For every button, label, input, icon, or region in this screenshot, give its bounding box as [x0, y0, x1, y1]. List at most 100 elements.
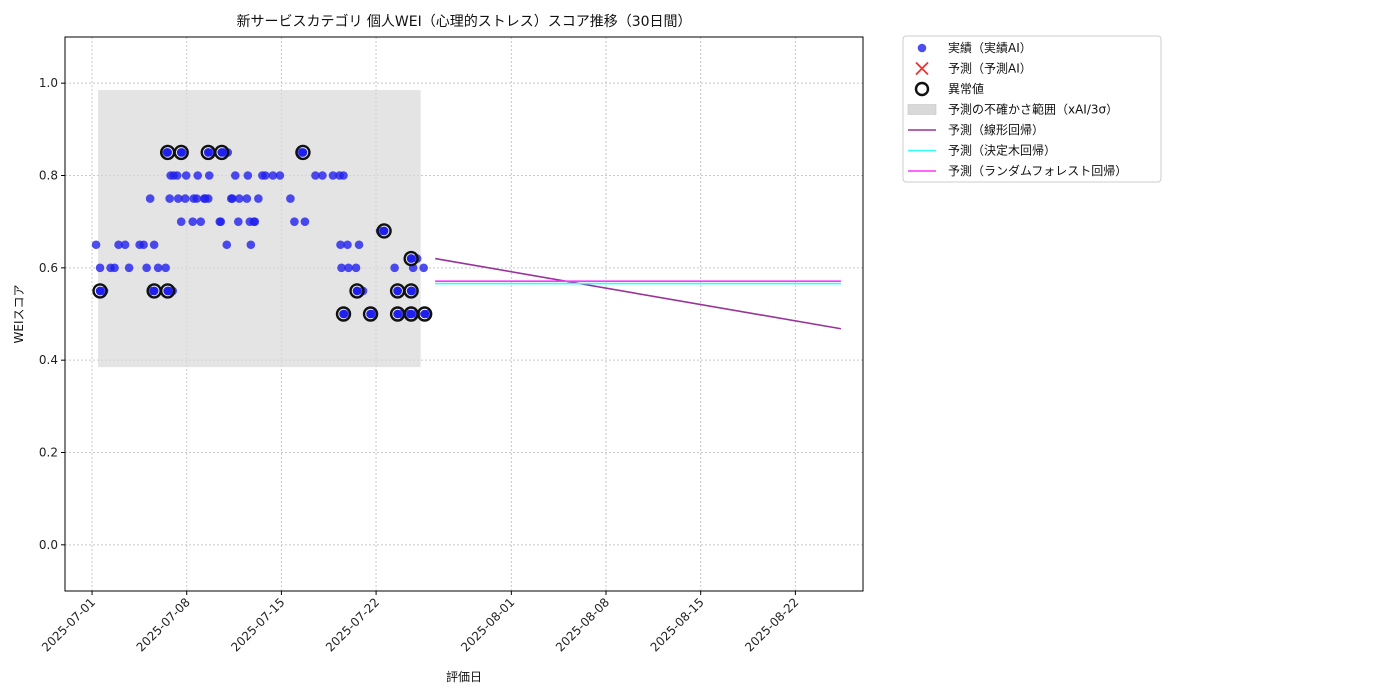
data-point	[311, 171, 320, 180]
data-point	[354, 240, 364, 250]
data-point	[286, 194, 295, 203]
anomaly-point	[403, 283, 419, 299]
legend-label: 異常値	[948, 81, 984, 96]
data-point	[344, 263, 353, 273]
anomaly-point-fill	[379, 226, 389, 236]
data-point	[196, 217, 206, 226]
legend-label: 予測の不確かさ範囲（xAI/3σ）	[948, 102, 1118, 117]
uncertainty-band	[98, 90, 421, 368]
anomaly-point-fill	[95, 286, 105, 296]
anomaly-point	[214, 144, 230, 161]
anomaly-point	[159, 283, 176, 299]
uncertainty-band-rect	[98, 90, 421, 368]
data-point	[181, 171, 191, 180]
data-point	[234, 217, 243, 226]
data-point	[142, 263, 151, 273]
legend-marker-actual	[917, 43, 927, 53]
data-point	[149, 240, 159, 250]
y-tick-label: 0.0	[39, 538, 58, 552]
data-point	[235, 194, 244, 203]
anomaly-point	[295, 144, 311, 161]
anomaly-rings	[92, 144, 433, 322]
data-point	[216, 217, 226, 226]
legend-label: 実績（実績AI）	[948, 40, 1032, 55]
y-tick-label: 0.8	[39, 169, 58, 183]
data-point	[166, 171, 175, 180]
data-point	[290, 217, 299, 226]
data-point	[337, 263, 346, 273]
data-point	[268, 171, 278, 180]
data-point	[351, 263, 361, 273]
data-point	[254, 194, 263, 203]
data-point	[193, 171, 203, 180]
data-point	[336, 240, 345, 250]
y-tick-label: 0.2	[39, 446, 58, 460]
legend-label: 予測（ランダムフォレスト回帰）	[948, 163, 1127, 178]
data-point	[145, 194, 155, 203]
data-point	[275, 171, 285, 180]
x-tick-label: 2025-07-01	[39, 595, 98, 654]
data-point	[120, 240, 130, 250]
anomaly-point-fill	[163, 148, 172, 157]
anomaly-point	[173, 144, 189, 161]
x-tick-label: 2025-08-22	[742, 595, 801, 654]
data-point	[165, 194, 174, 203]
data-point	[173, 194, 183, 203]
data-point	[328, 171, 338, 180]
anomaly-point-fill	[352, 286, 362, 296]
data-point	[242, 194, 252, 203]
data-point	[91, 240, 101, 250]
anomaly-point-fill	[298, 148, 308, 157]
anomaly-point	[92, 283, 108, 299]
data-point	[200, 194, 210, 203]
data-point	[343, 240, 352, 250]
chart-title: 新サービスカテゴリ 個人WEI（心理的ストレス）スコア推移（30日間）	[236, 13, 691, 30]
anomaly-point	[362, 306, 379, 322]
data-point	[246, 240, 256, 250]
data-point	[250, 217, 260, 226]
data-point	[180, 194, 190, 203]
data-point	[339, 171, 348, 180]
anomaly-point-fill	[393, 286, 402, 296]
data-point	[222, 240, 232, 250]
data-point	[189, 194, 199, 203]
data-point	[188, 217, 198, 226]
legend-marker-band	[907, 104, 937, 115]
data-point	[95, 263, 105, 273]
anomaly-point-fill	[217, 148, 227, 157]
data-point	[139, 240, 148, 250]
data-point	[153, 263, 163, 273]
anomaly-point	[403, 250, 419, 267]
data-point	[231, 171, 240, 180]
data-point	[228, 194, 237, 203]
data-point	[204, 171, 214, 180]
anomaly-point-fill	[339, 309, 348, 319]
y-axis: 0.0 0.2 0.4 0.6 0.8 1.0	[39, 76, 65, 552]
data-point	[172, 171, 182, 180]
data-point	[114, 240, 123, 250]
data-point	[318, 171, 327, 180]
x-tick-label: 2025-07-22	[323, 595, 382, 654]
anomaly-point-fill	[176, 148, 186, 157]
plot-frame	[64, 36, 864, 592]
x-tick-label: 2025-08-15	[648, 595, 707, 654]
x-tick-label: 2025-08-01	[458, 595, 517, 654]
anomaly-point-fill	[406, 286, 416, 296]
data-point	[110, 263, 119, 273]
anomaly-point-fill	[366, 309, 375, 319]
legend-label: 予測（線形回帰）	[948, 122, 1044, 137]
anomaly-point	[416, 306, 433, 322]
y-tick-label: 0.4	[39, 353, 58, 367]
anomaly-point-fill	[420, 309, 429, 319]
y-tick-label: 1.0	[39, 76, 58, 90]
anomaly-point-fill	[406, 309, 416, 319]
anomaly-point	[376, 223, 392, 239]
anomaly-point	[335, 306, 352, 322]
x-tick-label: 2025-07-08	[134, 595, 193, 654]
prediction-line-4	[435, 257, 842, 330]
data-point	[243, 171, 253, 180]
data-point	[258, 171, 267, 180]
prediction-lines	[435, 257, 842, 330]
